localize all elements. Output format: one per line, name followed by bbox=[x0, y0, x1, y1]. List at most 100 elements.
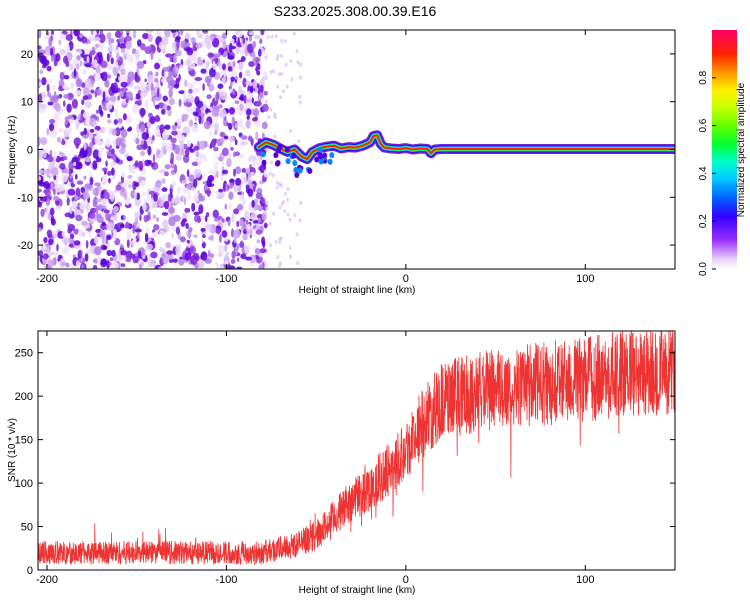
noise-blob bbox=[164, 124, 171, 130]
noise-blob bbox=[134, 197, 141, 207]
noise-blob bbox=[247, 81, 254, 87]
noise-blob bbox=[239, 195, 243, 202]
noise-blob bbox=[111, 209, 115, 215]
noise-blob bbox=[105, 101, 113, 110]
noise-blob bbox=[200, 228, 206, 232]
noise-blob bbox=[128, 165, 136, 173]
noise-blob bbox=[230, 146, 234, 151]
noise-blob bbox=[79, 32, 84, 39]
noise-blob bbox=[172, 258, 178, 263]
noise-blob bbox=[183, 91, 187, 101]
noise-speckle bbox=[269, 243, 273, 248]
noise-blob bbox=[175, 154, 182, 161]
noise-blob bbox=[185, 102, 193, 108]
noise-blob bbox=[41, 77, 47, 86]
noise-blob bbox=[42, 253, 49, 260]
noise-blob bbox=[171, 68, 176, 76]
noise-blob bbox=[73, 240, 81, 246]
noise-blob bbox=[73, 161, 77, 167]
noise-blob bbox=[54, 112, 60, 122]
noise-blob bbox=[256, 155, 261, 163]
noise-blob bbox=[64, 116, 69, 123]
noise-speckle bbox=[274, 34, 278, 39]
noise-blob bbox=[174, 144, 181, 155]
noise-blob bbox=[178, 73, 181, 82]
noise-blob bbox=[77, 154, 81, 162]
noise-blob bbox=[170, 202, 173, 213]
noise-blob bbox=[43, 237, 48, 243]
noise-blob bbox=[75, 173, 78, 180]
noise-blob bbox=[120, 263, 126, 268]
noise-blob bbox=[89, 176, 94, 186]
noise-blob bbox=[161, 108, 166, 115]
noise-blob bbox=[104, 79, 110, 88]
noise-blob bbox=[119, 187, 127, 197]
noise-blob bbox=[162, 248, 166, 255]
colorbar-tick-label: 0.4 bbox=[698, 166, 709, 180]
noise-blob bbox=[108, 177, 111, 184]
noise-speckle bbox=[285, 84, 289, 89]
noise-blob bbox=[94, 246, 102, 256]
noise-blob bbox=[158, 266, 166, 269]
noise-blob bbox=[261, 213, 267, 221]
signal-blob bbox=[329, 152, 335, 159]
noise-blob bbox=[120, 244, 124, 248]
noise-blob bbox=[42, 259, 47, 265]
noise-blob bbox=[159, 246, 163, 253]
noise-speckle bbox=[269, 70, 273, 75]
noise-blob bbox=[67, 224, 76, 232]
noise-blob bbox=[132, 224, 135, 234]
noise-blob bbox=[242, 233, 248, 241]
noise-blob bbox=[223, 135, 229, 140]
noise-blob bbox=[120, 129, 128, 138]
noise-blob bbox=[63, 94, 70, 99]
noise-blob bbox=[107, 44, 116, 53]
noise-blob bbox=[259, 248, 267, 254]
noise-blob bbox=[184, 79, 188, 87]
noise-blob bbox=[206, 178, 212, 188]
noise-blob bbox=[46, 168, 50, 174]
noise-blob bbox=[216, 170, 219, 179]
y-tick-label: -20 bbox=[17, 240, 33, 252]
noise-blob bbox=[77, 229, 84, 237]
noise-blob bbox=[184, 207, 191, 213]
noise-blob bbox=[121, 99, 126, 106]
noise-blob bbox=[158, 197, 162, 206]
noise-blob bbox=[228, 107, 236, 115]
noise-blob bbox=[127, 174, 133, 179]
noise-blob bbox=[238, 45, 246, 56]
noise-blob bbox=[156, 87, 160, 98]
noise-blob bbox=[161, 178, 166, 184]
signal-blob bbox=[297, 167, 303, 174]
noise-blob bbox=[244, 244, 251, 254]
noise-blob bbox=[46, 65, 52, 72]
noise-blob bbox=[55, 102, 61, 112]
noise-speckle bbox=[265, 206, 269, 211]
noise-blob bbox=[193, 195, 200, 203]
noise-blob bbox=[90, 30, 94, 36]
noise-blob bbox=[193, 145, 200, 151]
noise-blob bbox=[113, 119, 119, 125]
noise-blob bbox=[66, 197, 70, 206]
noise-blob bbox=[105, 160, 108, 167]
noise-blob bbox=[164, 171, 169, 177]
colorbar-tick-label: 0.6 bbox=[698, 118, 709, 132]
noise-blob bbox=[125, 258, 132, 263]
noise-blob bbox=[135, 137, 140, 145]
noise-blob bbox=[144, 232, 149, 243]
noise-blob bbox=[168, 71, 173, 77]
noise-blob bbox=[66, 103, 72, 113]
noise-speckle bbox=[267, 115, 271, 120]
y-tick-label: 250 bbox=[15, 348, 33, 360]
noise-blob bbox=[128, 126, 133, 131]
noise-blob bbox=[227, 184, 230, 191]
noise-blob bbox=[230, 76, 235, 83]
noise-blob bbox=[193, 168, 202, 178]
noise-blob bbox=[239, 93, 245, 102]
noise-blob bbox=[167, 84, 172, 89]
noise-blob bbox=[120, 68, 126, 76]
noise-blob bbox=[171, 232, 174, 239]
noise-blob bbox=[248, 30, 255, 36]
noise-blob bbox=[100, 258, 108, 268]
noise-blob bbox=[38, 49, 46, 56]
